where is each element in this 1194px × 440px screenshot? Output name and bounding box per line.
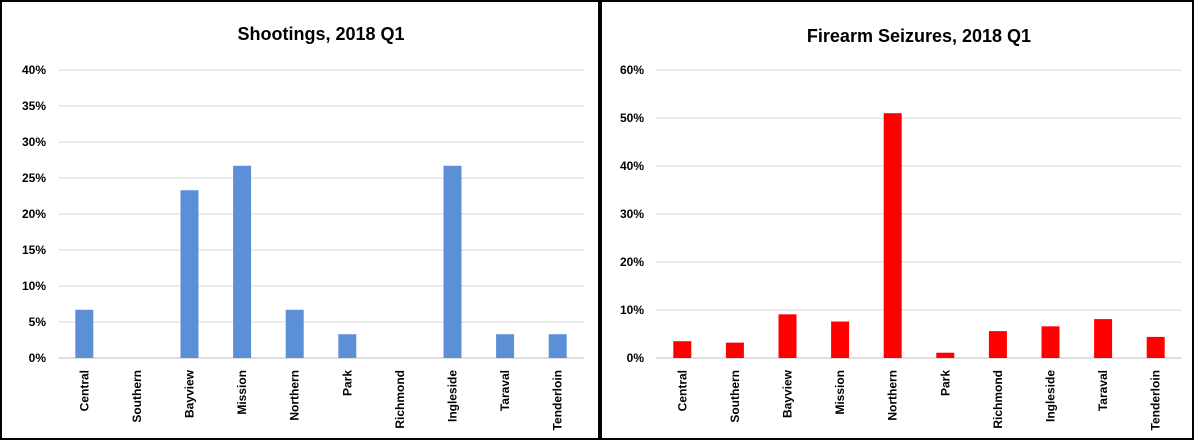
x-category-label: Park: [340, 370, 354, 396]
firearm-seizures-chart: Firearm Seizures, 2018 Q1 0% 10% 20% 30% 40% 5…: [620, 26, 1182, 430]
y-tick-label: 20%: [620, 255, 644, 269]
x-category-label: Mission: [235, 370, 249, 415]
x-category-label: Mission: [833, 370, 847, 415]
x-category-label: Northern: [886, 370, 900, 421]
shootings-chart-panel: Shootings, 2018 Q1 0% 5% 10% 15% 20% 25% 30% 35%…: [0, 0, 600, 440]
shootings-bar-taraval: [496, 334, 515, 358]
x-category-label: Bayview: [183, 369, 197, 418]
seizures-bar-richmond: [988, 331, 1007, 358]
y-tick-label: 5%: [29, 315, 47, 329]
y-tick-label: 20%: [22, 207, 46, 221]
shootings-bar-tenderloin: [548, 334, 567, 358]
x-category-label: Southern: [728, 370, 742, 423]
y-tick-label: 15%: [22, 243, 46, 257]
y-tick-label: 30%: [22, 135, 46, 149]
shootings-bar-central: [75, 309, 94, 358]
y-tick-label: 25%: [22, 171, 46, 185]
shootings-bar-bayview: [180, 190, 199, 358]
seizures-bar-bayview: [778, 314, 797, 358]
x-category-label: Park: [938, 370, 952, 396]
shootings-bar-park: [338, 334, 357, 358]
x-category-label: Taraval: [498, 370, 512, 411]
chart-title: Shootings, 2018 Q1: [237, 24, 404, 44]
y-tick-label: 10%: [22, 279, 46, 293]
x-category-label: Bayview: [781, 369, 795, 418]
x-category-label: Ingleside: [1044, 370, 1058, 422]
y-tick-label: 60%: [620, 63, 644, 77]
seizures-bar-central: [673, 341, 692, 358]
shootings-bar-mission: [233, 165, 252, 358]
x-category-label: Tenderloin: [1149, 370, 1163, 430]
y-tick-label: 50%: [620, 111, 644, 125]
x-category-label: Tenderloin: [551, 370, 565, 430]
y-tick-label: 40%: [22, 63, 46, 77]
seizures-bar-park: [936, 352, 955, 358]
seizures-bar-taraval: [1094, 319, 1113, 358]
x-category-label: Southern: [130, 370, 144, 423]
x-category-label: Richmond: [393, 370, 407, 429]
x-category-label: Ingleside: [446, 370, 460, 422]
y-tick-label: 30%: [620, 207, 644, 221]
firearm-seizures-chart-panel: Firearm Seizures, 2018 Q1 0% 10% 20% 30% 40% 5…: [600, 0, 1194, 440]
shootings-chart: Shootings, 2018 Q1 0% 5% 10% 15% 20% 25% 30% 35%…: [22, 24, 584, 430]
y-tick-label: 10%: [620, 303, 644, 317]
seizures-bar-tenderloin: [1146, 336, 1165, 358]
shootings-bar-ingleside: [443, 165, 462, 358]
y-tick-label: 40%: [620, 159, 644, 173]
x-category-label: Central: [675, 370, 689, 411]
seizures-bar-northern: [883, 113, 902, 358]
chart-title: Firearm Seizures, 2018 Q1: [807, 26, 1031, 46]
seizures-bar-southern: [725, 342, 744, 358]
x-category-label: Central: [77, 370, 91, 411]
shootings-bar-northern: [285, 309, 304, 358]
x-category-label: Taraval: [1096, 370, 1110, 411]
y-tick-label: 35%: [22, 99, 46, 113]
x-category-label: Northern: [288, 370, 302, 421]
seizures-bar-ingleside: [1041, 326, 1060, 358]
y-tick-label: 0%: [627, 351, 645, 365]
seizures-bar-mission: [831, 321, 850, 358]
y-tick-label: 0%: [29, 351, 47, 365]
x-category-label: Richmond: [991, 370, 1005, 429]
